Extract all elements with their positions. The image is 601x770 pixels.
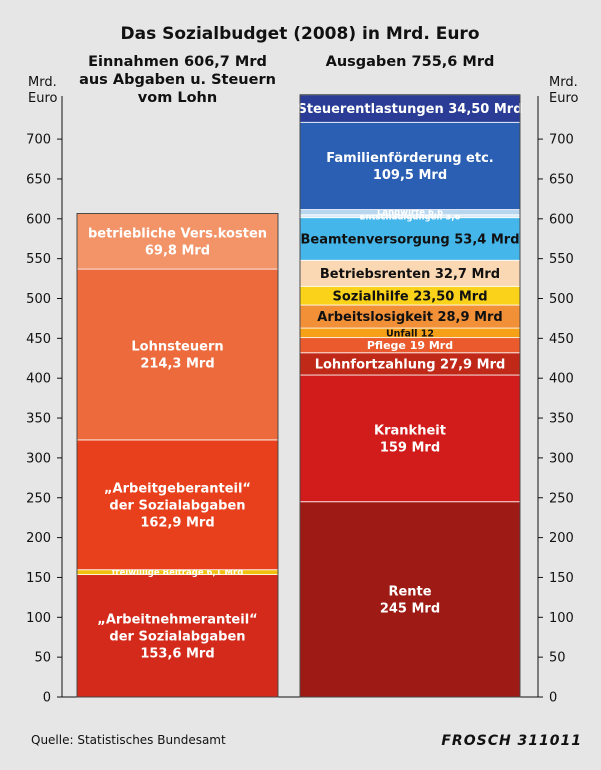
y-tick-label-right: 300: [549, 451, 574, 466]
column-header-line: Einnahmen 606,7 Mrd: [88, 54, 267, 70]
chart-title: Das Sozialbudget (2008) in Mrd. Euro: [121, 24, 480, 44]
segment-label: Entschädigungen 3,6: [360, 212, 461, 222]
segment-label: Beamtenversorgung 53,4 Mrd: [300, 233, 519, 248]
segment-label: der Sozialabgaben: [109, 498, 245, 513]
segment-label: 69,8 Mrd: [145, 243, 210, 258]
y-tick-label-left: 0: [43, 691, 51, 706]
segment-label: der Sozialabgaben: [109, 629, 245, 644]
y-tick-label-left: 700: [26, 133, 51, 148]
column-header-line: Ausgaben 755,6 Mrd: [326, 54, 495, 70]
segment-label: „Arbeitgeberanteil“: [104, 481, 251, 496]
segment-label: Familienförderung etc.: [326, 151, 493, 166]
y-tick-label-right: 150: [549, 571, 574, 586]
column-outline: [76, 213, 279, 698]
segment-label: Krankheit: [374, 424, 446, 439]
y-tick-label-right: 650: [549, 172, 574, 187]
column-outline: [299, 94, 521, 698]
column-header-line: vom Lohn: [138, 90, 217, 106]
column-header-line: aus Abgaben u. Steuern: [79, 72, 276, 88]
y-tick-label-left: 200: [26, 531, 51, 546]
y-tick-label-right: 50: [549, 651, 566, 666]
y-tick-label-right: 200: [549, 531, 574, 546]
unit-label-right: Mrd.: [549, 75, 578, 90]
y-tick-label-right: 500: [549, 292, 574, 307]
segment-label: 109,5 Mrd: [373, 168, 447, 183]
segment-label: 162,9 Mrd: [140, 515, 214, 530]
artist-signature: FROSCH 311011: [441, 733, 582, 749]
y-tick-label-right: 0: [549, 691, 557, 706]
stacked-column: Rente 245 Mrd Krankheit 159 Mrd Lohnfortzahl…: [297, 94, 523, 698]
y-tick-label-left: 450: [26, 332, 51, 347]
y-tick-label-left: 250: [26, 491, 51, 506]
segment-label: Unfall 12: [386, 328, 434, 339]
y-tick-label-left: 400: [26, 372, 51, 387]
segment-label: Sozialhilfe 23,50 Mrd: [332, 289, 487, 304]
y-tick-label-right: 700: [549, 133, 574, 148]
segment-label: freiwillige Beiträge 6,1 Mrd: [112, 568, 244, 578]
y-tick-label-left: 350: [26, 412, 51, 427]
stacked-column: „Arbeitnehmeranteil“ der Sozialabgaben 153…: [76, 213, 279, 698]
segment-label: 153,6 Mrd: [140, 646, 214, 661]
unit-label-left: Euro: [28, 91, 58, 106]
segment-label: Rente: [388, 585, 431, 600]
segment-label: betriebliche Vers.kosten: [88, 226, 267, 241]
bar-segment: [299, 217, 521, 261]
bar-segment: [299, 374, 521, 503]
segment-label: Lohnfortzahlung 27,9 Mrd: [315, 358, 506, 373]
y-tick-label-right: 100: [549, 611, 574, 626]
segment-label: Landwirte 6,6: [377, 208, 443, 218]
segment-label: Steuerentlastungen 34,50 Mrd: [297, 102, 522, 117]
y-tick-label-left: 150: [26, 571, 51, 586]
bar-segment: [299, 121, 521, 210]
y-tick-label-right: 550: [549, 252, 574, 267]
y-tick-label-right: 400: [549, 372, 574, 387]
y-tick-label-left: 550: [26, 252, 51, 267]
y-tick-label-right: 600: [549, 212, 574, 227]
unit-label-left: Mrd.: [28, 75, 57, 90]
y-tick-label-left: 650: [26, 172, 51, 187]
segment-label: „Arbeitnehmeranteil“: [97, 612, 257, 627]
bar-segment: [299, 501, 521, 698]
y-tick-label-left: 100: [26, 611, 51, 626]
y-tick-label-right: 350: [549, 412, 574, 427]
y-tick-label-left: 600: [26, 212, 51, 227]
unit-label-right: Euro: [549, 91, 579, 106]
segment-label: Arbeitslosigkeit 28,9 Mrd: [317, 310, 502, 325]
segment-label: Pflege 19 Mrd: [367, 339, 453, 352]
y-tick-label-right: 450: [549, 332, 574, 347]
segment-label: 159 Mrd: [380, 441, 440, 456]
bar-segment: [76, 574, 279, 698]
segment-label: 245 Mrd: [380, 602, 440, 617]
source-note: Quelle: Statistisches Bundesamt: [31, 733, 226, 747]
segment-label: 214,3 Mrd: [140, 357, 214, 372]
segment-label: Lohnsteuern: [131, 340, 223, 355]
y-tick-label-left: 500: [26, 292, 51, 307]
column-headers: Einnahmen 606,7 Mrd aus Abgaben u. Steuer…: [79, 54, 494, 106]
stacked-bars: „Arbeitnehmeranteil“ der Sozialabgaben 153…: [76, 94, 523, 698]
segment-label: Betriebsrenten 32,7 Mrd: [320, 267, 500, 282]
y-tick-label-right: 250: [549, 491, 574, 506]
y-tick-label-left: 300: [26, 451, 51, 466]
y-tick-label-left: 50: [34, 651, 51, 666]
bar-segment: [76, 268, 279, 441]
